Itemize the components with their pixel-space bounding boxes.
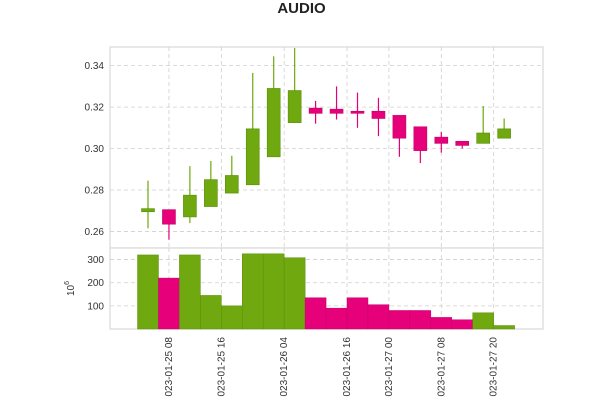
x-tick-label: 023-01-26 16: [342, 337, 353, 397]
volume-bar: [493, 325, 515, 330]
candle-body: [225, 175, 239, 194]
candle-body: [329, 108, 344, 114]
volume-bar: [409, 310, 432, 330]
volume-bar: [472, 312, 494, 330]
chart-title: AUDIO: [277, 0, 326, 17]
volume-axis-label: 106: [64, 281, 77, 296]
volume-bar: [262, 253, 285, 330]
price-tick-label: 0.26: [85, 227, 105, 238]
volume-bar: [283, 257, 306, 330]
volume-bar: [388, 310, 411, 330]
candles: [141, 48, 511, 240]
volume-bar: [221, 305, 243, 330]
volume-bar: [346, 297, 369, 330]
candle-body: [245, 128, 260, 186]
candle-body: [476, 132, 491, 144]
candle-body: [497, 128, 511, 139]
volume-tick-label: 200: [87, 278, 104, 289]
candle-body: [392, 115, 407, 139]
price-tick-label: 0.30: [85, 144, 105, 155]
volume-bar: [200, 295, 222, 330]
volume-bar: [367, 304, 390, 330]
candle-body: [308, 107, 323, 114]
volume-bar: [451, 319, 473, 330]
price-tick-label: 0.34: [85, 61, 105, 72]
candle-body: [434, 136, 449, 144]
volume-bar: [304, 297, 327, 330]
x-tick-label: 023-01-25 16: [216, 337, 227, 397]
volume-tick-label: 100: [87, 301, 104, 312]
axis-ticks: 0.26 0.28 0.30 0.32 0.34 100 200 300 023-01-25 0…: [85, 61, 500, 396]
candle-body: [455, 140, 470, 146]
x-tick-label: 023-01-25 08: [164, 337, 175, 397]
candle-body: [287, 90, 302, 123]
x-tick-label: 023-01-27 20: [489, 337, 500, 397]
volume-bar: [430, 317, 453, 330]
volume-bar: [325, 307, 348, 330]
volume-tick-label: 300: [87, 255, 104, 266]
volume-bar: [158, 277, 180, 330]
price-tick-label: 0.32: [85, 103, 105, 114]
candle-body: [162, 209, 176, 225]
x-tick-label: 023-01-26 04: [279, 337, 290, 397]
volume-bar: [179, 254, 201, 330]
candle-body: [413, 126, 428, 151]
volume-bar: [137, 254, 159, 330]
volume-bars: [137, 253, 515, 330]
price-panel: [109, 46, 544, 249]
candle-body: [141, 208, 155, 213]
x-tick-label: 023-01-27 00: [384, 337, 395, 397]
candle-body: [183, 194, 197, 218]
candle-body: [371, 110, 386, 119]
price-tick-label: 0.28: [85, 185, 105, 196]
x-tick-label: 023-01-27 08: [436, 337, 447, 397]
candle-body: [204, 179, 218, 207]
candle-body: [350, 110, 365, 114]
volume-bar: [242, 253, 264, 330]
candle-body: [266, 88, 281, 158]
